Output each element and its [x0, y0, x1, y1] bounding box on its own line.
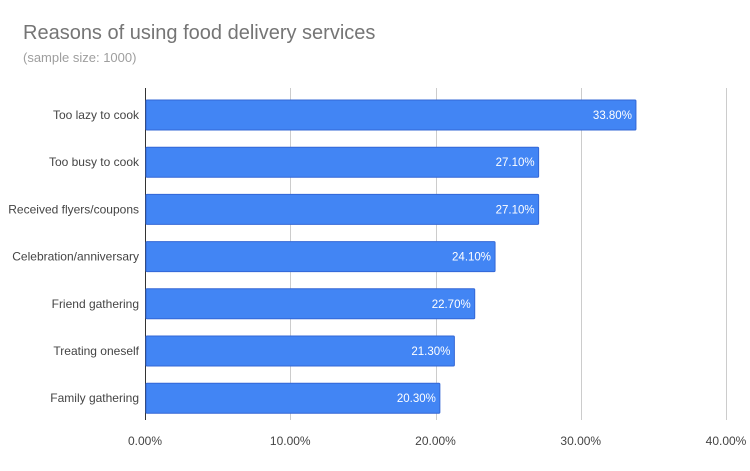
category-label: Family gathering — [50, 391, 139, 405]
data-label: 21.30% — [411, 346, 450, 358]
category-label: Too busy to cook — [49, 155, 140, 169]
bar[interactable] — [145, 99, 637, 131]
category-label: Celebration/anniversary — [12, 250, 139, 264]
data-labels: 33.80% 27.10% 27.10% 24.10% 22.70% 21.30% 20.3… — [397, 110, 632, 405]
x-tick-label: 0.00% — [128, 434, 162, 448]
bar[interactable] — [145, 193, 540, 225]
x-tick-label: 20.00% — [415, 434, 456, 448]
category-label: Received flyers/coupons — [8, 202, 139, 216]
bar[interactable] — [145, 335, 455, 367]
data-label: 33.80% — [593, 110, 632, 122]
chart-subtitle: (sample size: 1000) — [23, 50, 137, 65]
category-label: Treating oneself — [53, 344, 139, 358]
x-axis-tick-labels: 0.00% 10.00% 20.00% 30.00% 40.00% — [128, 434, 747, 448]
data-label: 27.10% — [496, 204, 535, 216]
bar[interactable] — [145, 146, 540, 178]
data-label: 27.10% — [496, 157, 535, 169]
bar[interactable] — [145, 382, 441, 414]
data-label: 20.30% — [397, 393, 436, 405]
data-label: 22.70% — [432, 299, 471, 311]
category-label: Too lazy to cook — [53, 108, 140, 122]
chart-title: Reasons of using food delivery services — [23, 22, 376, 44]
bar[interactable] — [145, 288, 476, 320]
x-tick-label: 40.00% — [706, 434, 747, 448]
data-label: 24.10% — [452, 252, 491, 264]
bars — [145, 99, 637, 414]
x-tick-label: 30.00% — [560, 434, 601, 448]
category-label: Friend gathering — [52, 297, 139, 311]
x-tick-label: 10.00% — [270, 434, 311, 448]
bar[interactable] — [145, 241, 496, 273]
category-labels: Too lazy to cook Too busy to cook Received… — [8, 108, 140, 405]
